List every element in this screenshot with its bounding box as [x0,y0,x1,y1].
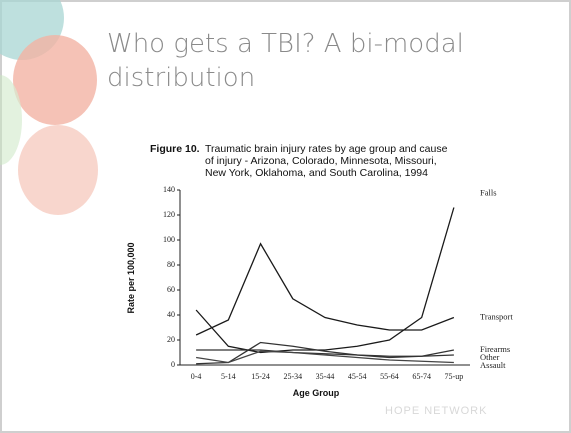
y-tick-label: 120 [163,210,175,219]
y-tick-label: 100 [163,235,175,244]
deco-circle [18,125,98,215]
slide-title: Who gets a TBI? A bi-modal [107,29,464,59]
y-tick-label: 60 [167,285,175,294]
y-tick-label: 20 [167,335,175,344]
y-tick-label: 140 [163,185,175,194]
figure-label: Figure 10. [150,143,200,155]
x-tick-label: 5-14 [221,372,236,381]
series-label: Transport [480,311,513,321]
series-label: Other [480,352,500,362]
logo: HOPE NETWORK [385,405,487,417]
x-tick-label: 55-64 [380,372,399,381]
chart-title: of injury - Arizona, Colorado, Minnesota… [205,155,437,167]
series-label: Falls [480,187,497,197]
x-tick-label: 25-34 [283,372,302,381]
x-axis-label: Age Group [293,388,340,398]
slide-title: distribution [107,63,255,93]
series-line [196,349,454,357]
x-tick-label: 45-54 [348,372,367,381]
y-axis-label: Rate per 100,000 [126,242,136,313]
series-label: Firearms [480,344,510,354]
decoration [0,0,98,215]
x-tick-label: 65-74 [412,372,431,381]
deco-circle [13,35,97,125]
y-tick-label: 80 [167,260,175,269]
y-tick-label: 0 [171,360,175,369]
series-label: Assault [480,360,506,370]
chart-title: Traumatic brain injury rates by age grou… [205,143,448,155]
x-tick-label: 35-44 [316,372,335,381]
x-tick-label: 0-4 [191,372,202,381]
series-line [195,207,455,354]
series-line [195,242,455,336]
x-tick-label: 15-24 [251,372,270,381]
chart-title: New York, Oklahoma, and South Carolina, … [205,167,428,179]
x-tick-label: 75-up [445,372,464,381]
y-tick-label: 40 [167,310,175,319]
series-line [196,350,454,364]
deco-circle [0,75,22,165]
